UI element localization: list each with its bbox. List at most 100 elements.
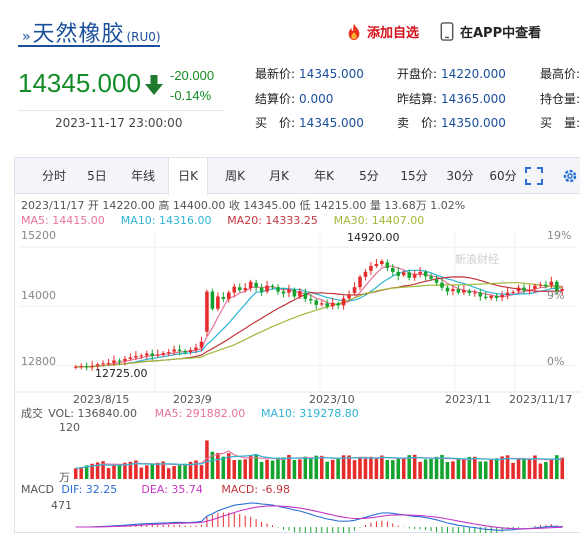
gear-icon[interactable] (561, 167, 579, 185)
volume-bar (478, 461, 483, 479)
volume-bar (325, 461, 329, 479)
field-label: 开盘价: (397, 67, 438, 81)
kline-svg: 2023/11/17 开 14220.00 高 14400.00 收 14345… (15, 198, 580, 533)
open-in-app-button[interactable]: 在APP中查看 (440, 22, 541, 41)
candle-body (341, 298, 346, 306)
collapse-marker-icon[interactable]: » (22, 29, 31, 45)
watermark: 新浪财经 (455, 252, 499, 266)
tab-monthly-k[interactable]: 月K (269, 169, 289, 183)
field-label: 最高价: (540, 67, 580, 81)
volume-bar (112, 465, 116, 479)
volume-bar (177, 465, 182, 479)
candle-body (385, 262, 390, 268)
price-grid (15, 231, 580, 393)
candle-body (254, 282, 258, 288)
field-settlement: 结算价: 0.000 (255, 90, 333, 107)
volume-bar (544, 461, 548, 479)
candle-body (500, 295, 504, 298)
candle-body (117, 360, 122, 362)
volume-bar (303, 456, 308, 479)
candle-body (248, 281, 253, 289)
volume-bar (418, 461, 422, 479)
candle-body (363, 271, 368, 277)
legend-text: MA10: 319278.80 (261, 407, 359, 420)
candle-body (227, 292, 231, 299)
instrument-title: 天然橡胶 (32, 22, 125, 47)
kline-chart[interactable]: 2023/11/17 开 14220.00 高 14400.00 收 14345… (15, 195, 580, 533)
title-group: » 天然橡胶 (RU0) (22, 16, 161, 48)
y-pct-tick: 19% (547, 229, 571, 242)
add-favorite-button[interactable]: 添加自选 (345, 22, 419, 41)
volume-bar (227, 453, 231, 479)
candle-body (177, 349, 182, 352)
x-tick: 2023/10 (309, 393, 355, 406)
quote-time: 2023-11-17 23:00:00 (55, 116, 183, 130)
volume-unit: 万 (59, 471, 70, 484)
tab-weekly-k[interactable]: 周K (225, 169, 245, 183)
volume-bar (84, 465, 89, 479)
y-pct-tick: 9% (547, 289, 564, 302)
legend-text: MACD: -6.98 (221, 483, 290, 496)
volume-bar (374, 457, 379, 479)
volume-bar (221, 456, 226, 479)
candle-body (369, 265, 373, 271)
candle-body (330, 302, 335, 307)
candle-body (478, 292, 483, 297)
y-tick: 15200 (21, 229, 56, 242)
tab-daily-k[interactable]: 日K (168, 158, 208, 195)
candle-body (336, 303, 340, 306)
volume-bar (309, 458, 313, 479)
tab-30min[interactable]: 30分 (446, 169, 474, 183)
y-pct-tick: 0% (547, 355, 564, 368)
candle-body (112, 360, 116, 363)
volume-bar (90, 463, 94, 479)
fullscreen-icon[interactable] (525, 167, 543, 185)
volume-bar (194, 460, 198, 479)
tab-minute[interactable]: 分时 (41, 169, 66, 183)
volume-bar (188, 461, 193, 479)
legend-text: DIF: 32.25 (61, 483, 117, 496)
volume-legend: 成交 VOL: 136840.00 MA5: 291882.00 MA10: 3192… (21, 406, 359, 420)
volume-bar (358, 457, 362, 479)
macd-plot (75, 502, 563, 533)
candle-body (95, 364, 100, 366)
volume-bar (511, 462, 515, 479)
candle-body (166, 352, 171, 354)
volume-bar (117, 464, 122, 479)
volume-bar (440, 454, 444, 479)
tab-15min[interactable]: 15分 (400, 169, 428, 183)
volume-bar (380, 455, 384, 479)
volume-bar (434, 456, 439, 479)
candle-body (352, 287, 357, 294)
volume-bar (445, 461, 450, 479)
volume-bar (336, 459, 340, 479)
legend-text: MA5: 14415.00 (21, 214, 105, 227)
candle-body (456, 289, 461, 293)
volume-bar (412, 454, 417, 479)
legend-text: DEA: 35.74 (141, 483, 202, 496)
volume-bar (254, 454, 258, 479)
candle-body (298, 291, 302, 297)
down-arrow-icon (145, 75, 163, 95)
field-label: 结算价: (255, 92, 296, 106)
open-in-app-label: 在APP中查看 (460, 26, 542, 41)
tab-year-line[interactable]: 年线 (130, 169, 155, 183)
tab-60min[interactable]: 60分 (489, 169, 517, 183)
x-tick: 2023/11/17 (509, 393, 572, 406)
tab-5min[interactable]: 5分 (359, 169, 379, 183)
volume-bar (347, 455, 351, 479)
candle-body (505, 292, 510, 295)
candle-body (374, 264, 379, 266)
candle-body (281, 291, 286, 294)
field-label: 昨结算: (397, 92, 438, 106)
candle-body (221, 296, 226, 299)
candle-body (319, 303, 324, 305)
ma-line (75, 282, 563, 368)
field-label: 买 量: (540, 116, 580, 130)
tab-yearly-k[interactable]: 年K (314, 169, 334, 183)
tab-5day[interactable]: 5日 (87, 169, 107, 183)
macd-line (75, 505, 563, 530)
y-tick: 14000 (21, 289, 56, 302)
volume-bar (166, 468, 171, 479)
ma-line (75, 265, 563, 368)
